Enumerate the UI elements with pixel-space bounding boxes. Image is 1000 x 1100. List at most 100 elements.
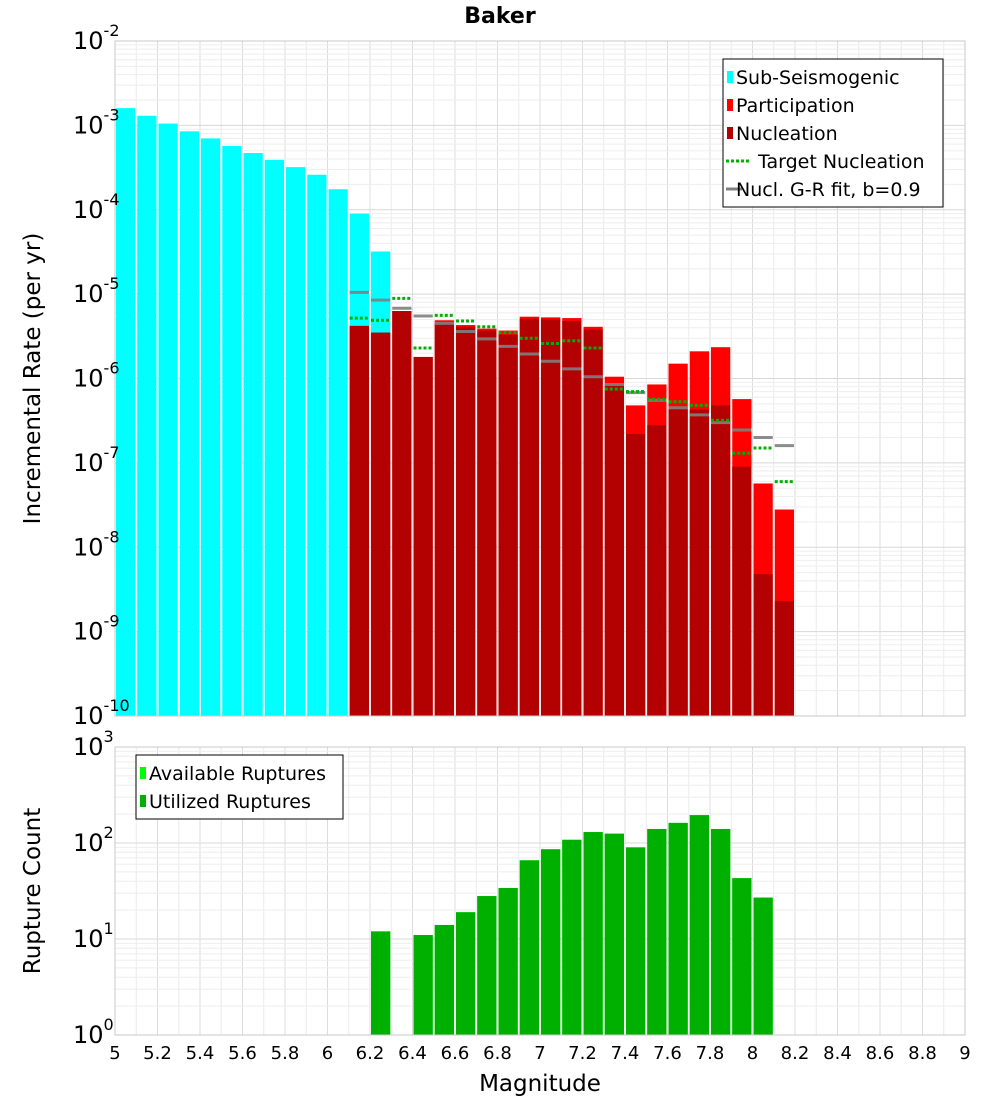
rate-legend-label: Nucl. G-R fit, b=0.9: [736, 179, 921, 201]
utilized-ruptures-bar: [753, 897, 773, 1035]
nucleation-bar: [498, 334, 518, 716]
nucleation-bar: [689, 409, 709, 716]
nucleation-bar: [562, 321, 582, 716]
x-tick-label: 7: [534, 1043, 545, 1064]
utilized-ruptures-bar: [689, 815, 709, 1035]
x-axis-title: Magnitude: [479, 1071, 601, 1097]
x-tick-label: 6.4: [398, 1043, 427, 1064]
x-tick-label: 8.6: [866, 1043, 895, 1064]
x-tick-label: 6: [322, 1043, 333, 1064]
utilized-ruptures-bar: [456, 912, 476, 1035]
rupture-count-panel: 100 101 102 103 Rupture Count Available Ruptu…: [20, 727, 971, 1097]
x-tick-label: 7.2: [568, 1043, 597, 1064]
utilized-ruptures-bar: [583, 832, 603, 1035]
x-tick-label: 5.2: [143, 1043, 172, 1064]
sub-seismogenic-bar: [286, 167, 306, 716]
x-tick-label: 5.4: [186, 1043, 215, 1064]
rate-y-tick-label: 10-7: [73, 443, 120, 477]
sub-seismogenic-bar: [222, 145, 242, 717]
nucleation-bar: [753, 574, 773, 716]
nucleation-bar: [371, 332, 391, 716]
count-legend-swatch: [140, 767, 146, 779]
count-legend-swatch: [140, 795, 146, 807]
count-y-tick-label: 101: [73, 919, 114, 953]
utilized-ruptures-bar: [562, 839, 582, 1035]
utilized-ruptures-bar: [732, 878, 752, 1035]
x-tick-label: 9: [959, 1043, 970, 1064]
utilized-ruptures-bar: [711, 828, 731, 1035]
utilized-ruptures-bar: [626, 847, 646, 1035]
rate-y-tick-label: 10-3: [73, 105, 120, 139]
utilized-ruptures-bar: [647, 828, 667, 1035]
count-frame: [114, 746, 966, 1036]
sub-seismogenic-bar: [179, 131, 199, 717]
x-tick-label: 8.8: [908, 1043, 937, 1064]
rate-legend-label: Participation: [736, 95, 855, 117]
nucleation-bar: [604, 384, 624, 716]
nucleation-bar: [477, 330, 497, 716]
rate-y-tick-label: 10-9: [73, 612, 120, 646]
rate-y-tick-label: 10-6: [73, 359, 120, 393]
nucleation-bar: [413, 356, 433, 716]
rate-legend-label: Sub-Seismogenic: [736, 67, 900, 89]
nucleation-bar: [392, 311, 412, 716]
nucleation-bar: [349, 325, 369, 716]
nucleation-bar: [647, 425, 667, 716]
rate-legend-swatch: [727, 99, 733, 111]
rate-y-tick-label: 10-8: [73, 527, 120, 561]
count-y-tick-label: 102: [73, 823, 114, 857]
utilized-ruptures-bar: [477, 896, 497, 1035]
count-y-axis-title: Rupture Count: [20, 808, 46, 974]
sub-seismogenic-bar: [116, 108, 136, 717]
nucleation-bar: [626, 433, 646, 716]
x-tick-label: 6.6: [441, 1043, 470, 1064]
utilized-ruptures-bar: [668, 822, 688, 1035]
sub-seismogenic-bar: [158, 123, 178, 716]
utilized-ruptures-bar: [371, 931, 391, 1035]
rate-legend-label: Nucleation: [736, 123, 838, 145]
x-tick-label: 5.8: [271, 1043, 300, 1064]
nucleation-bar: [732, 466, 752, 716]
rate-y-axis-title: Incremental Rate (per yr): [20, 233, 46, 525]
utilized-ruptures-bar: [498, 887, 518, 1035]
rate-legend-box: [722, 58, 944, 208]
rate-y-tick-label: 10-4: [73, 190, 120, 224]
utilized-ruptures-bar: [413, 935, 433, 1035]
count-legend-label: Available Ruptures: [149, 763, 326, 785]
x-tick-label: 5: [109, 1043, 120, 1064]
rate-legend-swatch: [727, 127, 733, 139]
rate-y-tick-label: 10-5: [73, 274, 120, 308]
sub-seismogenic-bar: [137, 115, 157, 716]
nucleation-bar: [519, 318, 539, 716]
rate-legend-label: Target Nucleation: [757, 151, 925, 173]
sub-seismogenic-bar: [328, 189, 348, 717]
sub-seismogenic-bar: [201, 138, 221, 717]
nucleation-bar: [711, 405, 731, 716]
utilized-ruptures-bar: [519, 860, 539, 1035]
rate-panel: 10-10 10-9 10-8 10-7 10-6 10-5 10-4 10-3 10-2 Inc…: [20, 21, 966, 730]
x-tick-label: 8: [747, 1043, 758, 1064]
rate-legend-swatch: [727, 71, 733, 83]
utilized-ruptures-bar: [541, 849, 561, 1035]
x-tick-label: 5.6: [228, 1043, 257, 1064]
rate-y-tick-label: 10-10: [73, 696, 130, 730]
count-legend-box: [135, 754, 344, 820]
utilized-ruptures-bar: [434, 924, 454, 1035]
x-tick-label: 7.6: [653, 1043, 682, 1064]
sub-seismogenic-bar: [243, 153, 263, 716]
x-tick-label: 6.8: [483, 1043, 512, 1064]
rate-frame: [114, 40, 966, 717]
nucleation-bar: [541, 319, 561, 716]
x-tick-label: 6.2: [356, 1043, 385, 1064]
nucleation-bar: [456, 326, 476, 716]
count-y-tick-label: 100: [73, 1015, 114, 1049]
nucleation-bar: [434, 323, 454, 716]
chart-title: Baker: [464, 4, 536, 29]
nucleation-bar: [583, 329, 603, 716]
nucleation-bar: [668, 409, 688, 716]
nucleation-bar: [774, 601, 794, 716]
x-tick-label: 7.4: [611, 1043, 640, 1064]
sub-seismogenic-bar: [264, 159, 284, 717]
sub-seismogenic-bar: [307, 174, 327, 716]
